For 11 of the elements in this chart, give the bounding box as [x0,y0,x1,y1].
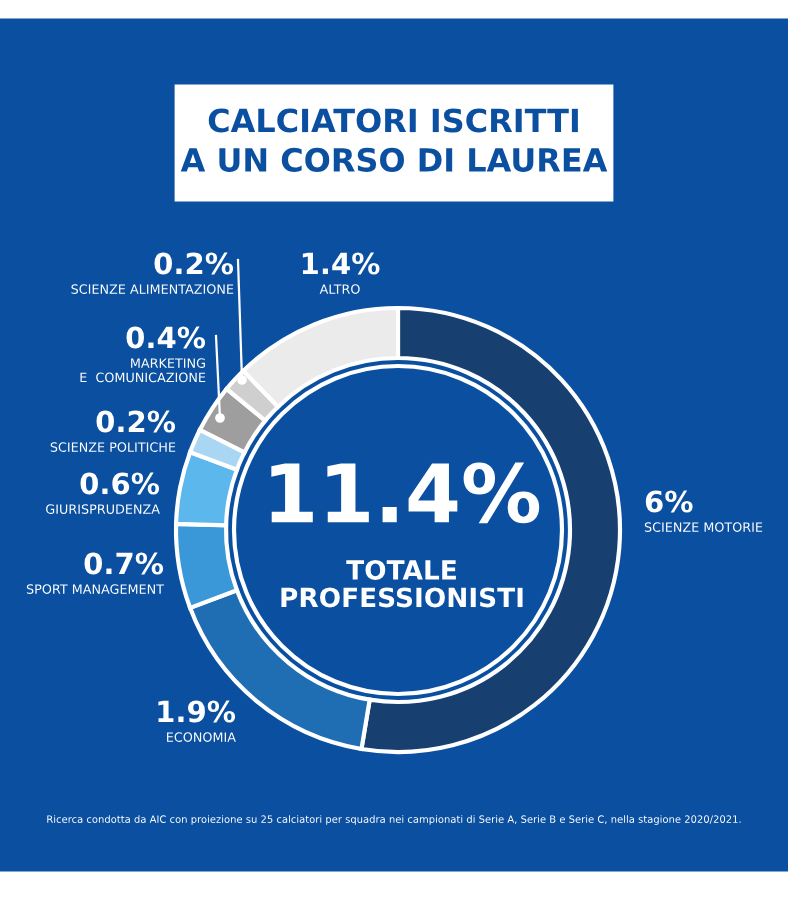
data-label: 0.6% [80,472,160,495]
chart-title: CALCIATORI ISCRITTI A UN CORSO DI LAUREA [180,108,608,172]
data-label: 0.2% [96,410,176,433]
data-label: 1.4% [302,252,380,275]
data-label: 0.7% [84,552,164,575]
text: TOTALE PROFESSIONISTI [281,559,523,608]
text: 11.4% [271,462,540,524]
data-label: 1.9% [158,700,236,723]
data-label: 0.4% [126,326,206,349]
data-label: 0.2% [154,252,234,275]
data-label: 6% [645,490,693,513]
